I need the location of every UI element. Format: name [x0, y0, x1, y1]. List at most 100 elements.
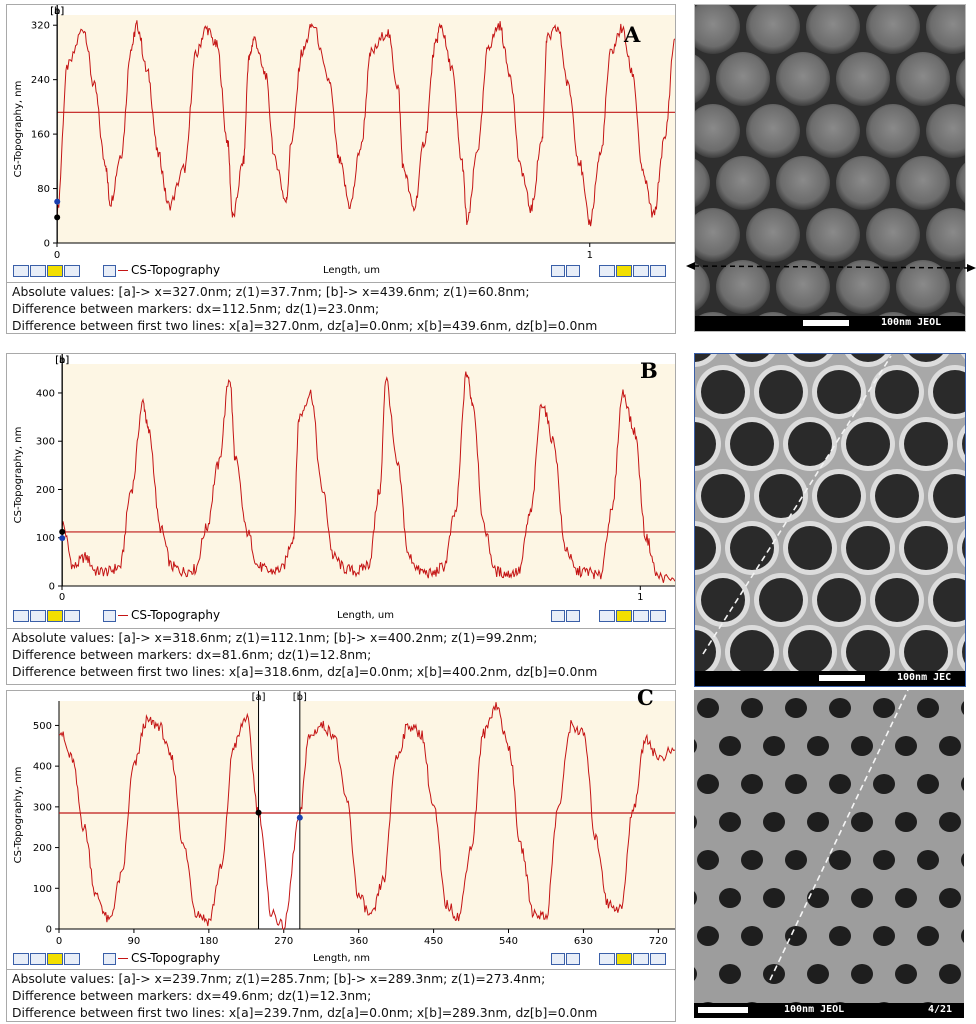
legend-swatch-icon — [118, 615, 128, 616]
current-page-indicator[interactable] — [47, 953, 63, 965]
chart-svg-a[interactable]: 0 80 160 240 320 0 1 CS-Topography, nm [a][b] — [7, 5, 675, 270]
sem-particle — [806, 208, 860, 262]
sem-pore — [875, 370, 919, 414]
profile-line-arrow-a — [686, 262, 976, 272]
first-page-button-right[interactable] — [599, 265, 615, 277]
sem-pore — [851, 354, 885, 362]
legend-entry: CS-Topography — [118, 263, 220, 277]
info-line-difference: Difference between markers: dx=49.6nm; d… — [12, 988, 372, 1003]
next-page-button[interactable] — [64, 953, 80, 965]
topography-series-line — [61, 371, 675, 583]
y-axis-label: CS-Topography, nm — [13, 427, 24, 524]
sem-pore — [788, 422, 832, 466]
last-page-button-right[interactable] — [650, 953, 666, 965]
sem-pore — [875, 578, 919, 622]
first-page-button[interactable] — [13, 265, 29, 277]
x-tick-label: 540 — [499, 936, 518, 947]
sem-hole — [807, 888, 829, 908]
sem-particle — [716, 156, 770, 210]
next-page-button[interactable] — [64, 265, 80, 277]
sem-image-a: 100nm JEOL — [694, 4, 966, 332]
chart-toolbar-a: CS-Topography Length, um — [7, 263, 675, 279]
chart-svg-b[interactable]: 0 100 200 300 400 0 1 CS-Topography, nm [a][b] — [7, 354, 675, 616]
next-page-button-right[interactable] — [633, 265, 649, 277]
zoom-width-button[interactable] — [551, 265, 565, 277]
sem-hole — [741, 926, 763, 946]
sem-particle — [776, 260, 830, 314]
sem-hole — [697, 774, 719, 794]
sem-pore — [962, 640, 965, 664]
first-page-button-right[interactable] — [599, 610, 615, 622]
sem-particle — [806, 104, 860, 158]
plot-area[interactable] — [57, 15, 675, 243]
sem-hole — [851, 888, 873, 908]
legend-toggle-button[interactable] — [103, 610, 116, 622]
prev-page-button[interactable] — [30, 265, 46, 277]
sem-hole — [917, 850, 939, 870]
sem-hole — [741, 698, 763, 718]
zoom-width-button[interactable] — [551, 610, 565, 622]
next-page-button-right[interactable] — [633, 610, 649, 622]
sem-pore — [701, 578, 745, 622]
current-page-indicator-right[interactable] — [616, 610, 632, 622]
current-page-indicator[interactable] — [47, 610, 63, 622]
sem-particle — [926, 5, 965, 54]
zoom-height-button[interactable] — [566, 953, 580, 965]
info-line-absolute: Absolute values: [a]-> x=239.7nm; z(1)=2… — [12, 971, 546, 986]
next-page-button-right[interactable] — [633, 953, 649, 965]
sem-hole — [719, 888, 741, 908]
sem-pore — [817, 370, 861, 414]
sem-pore — [846, 526, 890, 570]
sem-pore — [695, 422, 716, 466]
sem-particle — [866, 208, 920, 262]
sem-particle — [776, 52, 830, 106]
plot-area[interactable] — [59, 701, 675, 929]
prev-page-button[interactable] — [30, 610, 46, 622]
sem-hole — [961, 853, 964, 867]
x-tick-label: 0 — [56, 936, 62, 947]
current-page-indicator[interactable] — [47, 265, 63, 277]
marker-b-label: [b] — [293, 692, 307, 703]
current-page-indicator-right[interactable] — [616, 265, 632, 277]
next-page-button[interactable] — [64, 610, 80, 622]
panel-letter-c: C — [637, 685, 654, 710]
legend-label: CS-Topography — [131, 608, 221, 622]
sem-pore-rim — [957, 632, 965, 672]
sem-pore — [962, 536, 965, 560]
last-page-button-right[interactable] — [650, 265, 666, 277]
first-page-button-right[interactable] — [599, 953, 615, 965]
first-page-button[interactable] — [13, 953, 29, 965]
sem-particle — [716, 52, 770, 106]
scale-bar — [803, 320, 849, 326]
sem-particle — [836, 260, 890, 314]
last-page-button-right[interactable] — [650, 610, 666, 622]
x-tick-label: 720 — [649, 936, 668, 947]
plot-area[interactable] — [62, 364, 675, 586]
sem-hole — [873, 774, 895, 794]
sem-pore — [846, 630, 890, 674]
sem-hole — [851, 964, 873, 984]
sem-caption: 100nm JEC — [897, 672, 952, 683]
prev-page-button[interactable] — [30, 953, 46, 965]
sem-particle — [836, 52, 890, 106]
sem-pore — [730, 630, 774, 674]
y-tick-label: 200 — [36, 485, 55, 496]
sem-hole — [829, 926, 851, 946]
x-axis-label: Length, nm — [313, 953, 370, 964]
sem-hole — [829, 774, 851, 794]
first-page-button[interactable] — [13, 610, 29, 622]
legend-toggle-button[interactable] — [103, 265, 116, 277]
zoom-height-button[interactable] — [566, 610, 580, 622]
marker-selection — [258, 701, 300, 929]
y-tick-label: 320 — [31, 21, 50, 32]
sem-hole — [939, 736, 961, 756]
sem-hole — [873, 850, 895, 870]
chart-svg-c[interactable]: 0 100 200 300 400 500 0 90 180 270 360 450 540 630 720… — [7, 691, 675, 953]
zoom-width-button[interactable] — [551, 953, 565, 965]
chart-toolbar-b: CS-Topography Length, um — [7, 608, 675, 624]
current-page-indicator-right[interactable] — [616, 953, 632, 965]
sem-particle — [866, 5, 920, 54]
zoom-height-button[interactable] — [566, 265, 580, 277]
legend-toggle-button[interactable] — [103, 953, 116, 965]
legend-label: CS-Topography — [131, 263, 221, 277]
